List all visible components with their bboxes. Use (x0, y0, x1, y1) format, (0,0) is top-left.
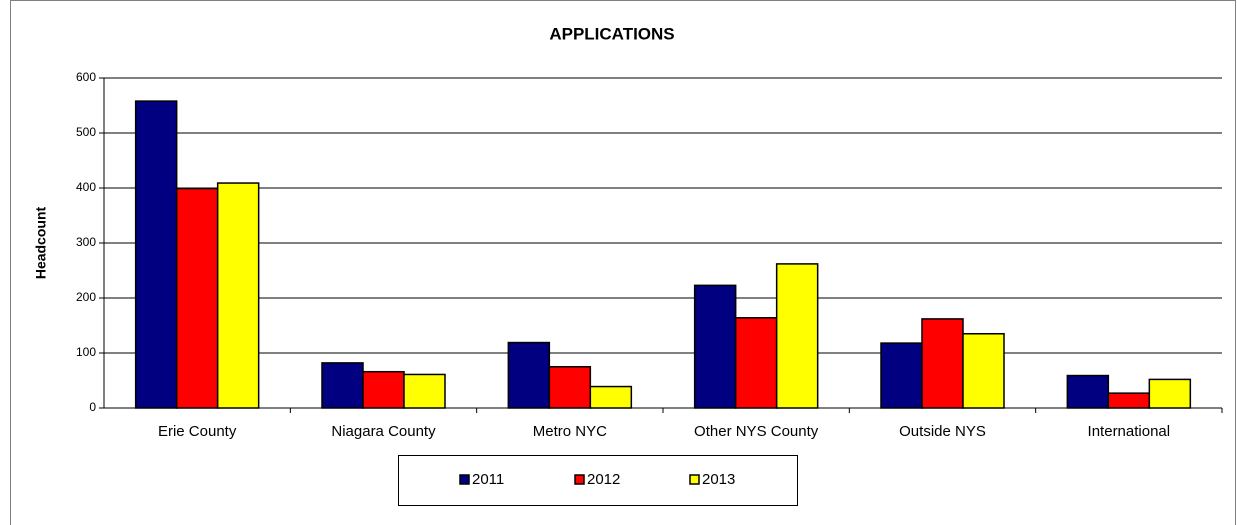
bar (1148, 378, 1192, 409)
bar (589, 385, 633, 409)
y-tick-label: 100 (76, 345, 96, 359)
bar (507, 341, 551, 409)
legend-label: 2013 (702, 471, 735, 488)
bar (216, 182, 260, 409)
bar (880, 342, 923, 409)
y-tick-label: 200 (76, 290, 96, 304)
bar (1066, 374, 1110, 409)
y-tick-label: 300 (76, 235, 96, 249)
bar (962, 333, 1005, 409)
y-tick-label: 400 (76, 180, 96, 194)
bar (1107, 392, 1151, 409)
x-tick-label: Other NYS County (694, 423, 819, 440)
legend-swatch (574, 474, 585, 485)
legend-swatch (459, 474, 470, 485)
bar (175, 187, 219, 409)
bar (921, 318, 964, 409)
bar (362, 370, 405, 409)
bar (734, 317, 778, 409)
x-tick-label: Erie County (158, 423, 237, 440)
bar (775, 263, 819, 409)
x-tick-label: Outside NYS (899, 423, 986, 440)
bar (134, 100, 178, 409)
y-tick-label: 500 (76, 125, 96, 139)
x-tick-label: Metro NYC (533, 423, 607, 440)
bar (548, 366, 592, 409)
bar (321, 362, 364, 409)
x-tick-label: Niagara County (331, 423, 436, 440)
y-tick-label: 600 (76, 70, 96, 84)
y-axis-label: Headcount (33, 206, 49, 279)
y-tick-label: 0 (89, 400, 96, 414)
bar (693, 284, 737, 409)
legend-swatch (689, 474, 700, 485)
chart-title: APPLICATIONS (549, 24, 674, 43)
x-tick-label: International (1088, 423, 1171, 440)
bar (403, 373, 446, 409)
legend-label: 2012 (587, 471, 620, 488)
legend-label: 2011 (472, 471, 504, 488)
